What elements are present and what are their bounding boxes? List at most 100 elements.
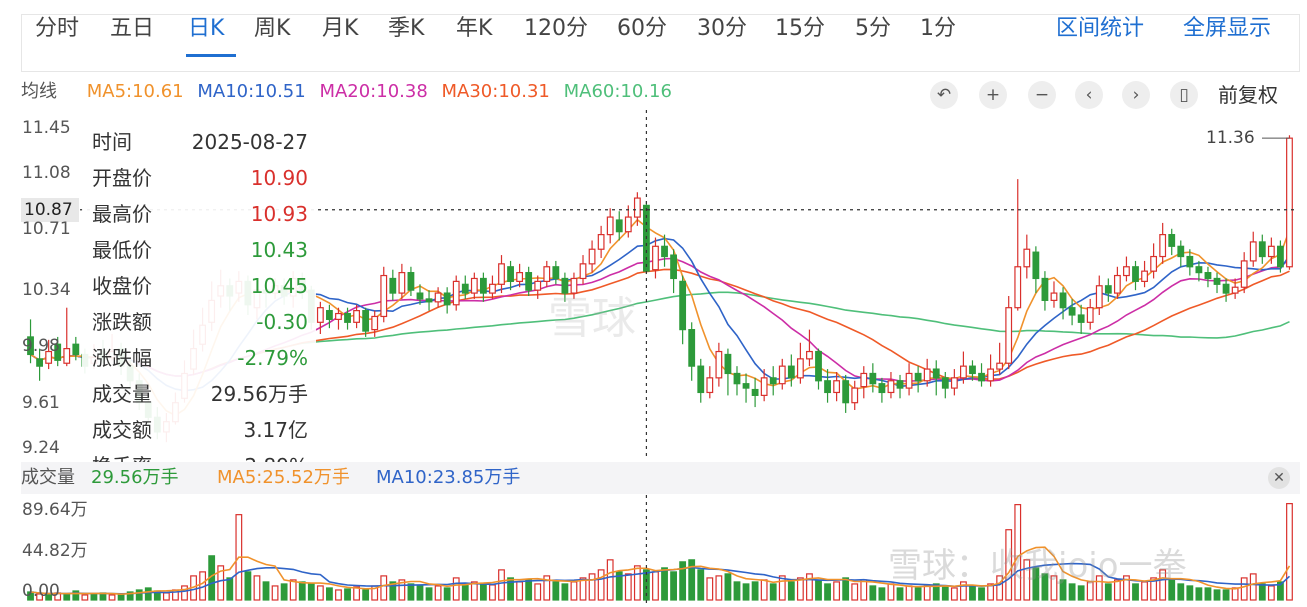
candle[interactable] bbox=[1186, 249, 1194, 276]
volume-bar[interactable] bbox=[1050, 575, 1058, 601]
volume-bar[interactable] bbox=[543, 575, 551, 601]
volume-bar[interactable] bbox=[796, 577, 804, 601]
candle[interactable] bbox=[960, 351, 967, 384]
candle[interactable] bbox=[1132, 260, 1139, 291]
candle[interactable] bbox=[652, 237, 659, 279]
close-icon[interactable]: ✕ bbox=[1268, 467, 1290, 489]
candle[interactable] bbox=[316, 301, 324, 334]
volume-bar[interactable] bbox=[896, 587, 904, 601]
candle[interactable] bbox=[742, 373, 750, 403]
candle[interactable] bbox=[670, 249, 677, 294]
volume-bar[interactable] bbox=[181, 585, 188, 601]
candle[interactable] bbox=[407, 266, 415, 296]
candle[interactable] bbox=[851, 380, 859, 410]
candle[interactable] bbox=[335, 307, 342, 330]
tab-0[interactable]: 分时 bbox=[35, 16, 80, 41]
candle[interactable] bbox=[969, 360, 976, 381]
candle[interactable] bbox=[815, 348, 822, 390]
volume-bar[interactable] bbox=[824, 583, 831, 601]
volume-bar[interactable] bbox=[280, 583, 288, 601]
tab-7[interactable]: 120分 bbox=[524, 16, 588, 41]
volume-bar[interactable] bbox=[733, 581, 741, 601]
volume-bar[interactable] bbox=[1177, 583, 1185, 601]
candle[interactable] bbox=[1014, 179, 1022, 311]
candle[interactable] bbox=[1086, 298, 1094, 330]
volume-bar[interactable] bbox=[588, 573, 596, 601]
candle[interactable] bbox=[398, 263, 406, 299]
volume-bar[interactable] bbox=[760, 579, 768, 601]
candle[interactable] bbox=[1113, 266, 1121, 299]
candle[interactable] bbox=[1068, 298, 1076, 326]
volume-bar[interactable] bbox=[489, 584, 496, 601]
volume-bar[interactable] bbox=[262, 581, 270, 601]
volume-bar[interactable] bbox=[344, 588, 351, 601]
volume-bar[interactable] bbox=[507, 577, 514, 601]
volume-bar[interactable] bbox=[932, 583, 940, 601]
candle[interactable] bbox=[941, 372, 949, 399]
volume-bar[interactable] bbox=[978, 587, 985, 601]
candle[interactable] bbox=[479, 272, 487, 302]
volume-bar[interactable] bbox=[1068, 583, 1076, 601]
candle[interactable] bbox=[353, 304, 360, 329]
volume-bar[interactable] bbox=[63, 593, 71, 601]
volume-bar[interactable] bbox=[1150, 577, 1158, 601]
prev-icon[interactable]: ‹ bbox=[1075, 81, 1103, 109]
candle[interactable] bbox=[389, 269, 397, 301]
candle[interactable] bbox=[27, 319, 34, 364]
candle[interactable] bbox=[715, 342, 723, 387]
candle[interactable] bbox=[860, 366, 868, 399]
volume-bar[interactable] bbox=[606, 559, 614, 601]
candle[interactable] bbox=[552, 260, 560, 285]
candle[interactable] bbox=[1267, 237, 1275, 264]
volume-bar[interactable] bbox=[878, 587, 886, 601]
candle[interactable] bbox=[1095, 275, 1103, 315]
candle[interactable] bbox=[615, 211, 623, 241]
volume-chart[interactable] bbox=[0, 495, 1307, 607]
volume-bar[interactable] bbox=[570, 581, 578, 601]
candle[interactable] bbox=[525, 266, 533, 296]
volume-bar[interactable] bbox=[552, 581, 560, 601]
candle[interactable] bbox=[806, 329, 813, 367]
candle[interactable] bbox=[724, 348, 732, 396]
candle[interactable] bbox=[824, 369, 831, 403]
candle[interactable] bbox=[1249, 231, 1257, 267]
volume-bar[interactable] bbox=[525, 579, 533, 601]
candle[interactable] bbox=[443, 287, 451, 314]
tab-12[interactable]: 1分 bbox=[920, 16, 956, 41]
volume-bar[interactable] bbox=[806, 573, 813, 601]
volume-bar[interactable] bbox=[1059, 579, 1067, 601]
reset-icon[interactable]: ↶ bbox=[930, 81, 958, 109]
candle[interactable] bbox=[987, 354, 994, 387]
volume-bar[interactable] bbox=[253, 575, 261, 601]
candle[interactable] bbox=[72, 336, 80, 361]
volume-bar[interactable] bbox=[335, 589, 342, 601]
candle[interactable] bbox=[588, 240, 596, 273]
candle[interactable] bbox=[1032, 246, 1040, 294]
tab-10[interactable]: 15分 bbox=[775, 16, 825, 41]
candle[interactable] bbox=[887, 372, 895, 399]
volume-bar[interactable] bbox=[407, 583, 415, 601]
candle[interactable] bbox=[633, 192, 641, 226]
candle[interactable] bbox=[1258, 234, 1266, 264]
tab-4[interactable]: 月K bbox=[322, 16, 359, 41]
volume-bar[interactable] bbox=[751, 581, 759, 601]
volume-bar[interactable] bbox=[987, 583, 994, 601]
candle[interactable] bbox=[597, 225, 605, 258]
candle[interactable] bbox=[661, 234, 668, 267]
volume-bar[interactable] bbox=[289, 579, 297, 601]
volume-bar[interactable] bbox=[1077, 585, 1085, 601]
fullscreen-button[interactable]: 全屏显示 bbox=[1183, 16, 1272, 41]
candle[interactable] bbox=[326, 304, 333, 329]
candle[interactable] bbox=[380, 266, 388, 323]
volume-bar[interactable] bbox=[960, 581, 967, 601]
volume-bar[interactable] bbox=[1222, 589, 1230, 601]
volume-bar[interactable] bbox=[1277, 581, 1284, 601]
candle[interactable] bbox=[1204, 266, 1212, 288]
candle[interactable] bbox=[697, 358, 705, 403]
zoom-out-icon[interactable]: − bbox=[1028, 81, 1056, 109]
candle[interactable] bbox=[1023, 234, 1031, 279]
candle[interactable] bbox=[606, 208, 614, 244]
tab-5[interactable]: 季K bbox=[388, 16, 425, 41]
volume-bar[interactable] bbox=[661, 567, 668, 601]
tab-3[interactable]: 周K bbox=[254, 16, 291, 41]
